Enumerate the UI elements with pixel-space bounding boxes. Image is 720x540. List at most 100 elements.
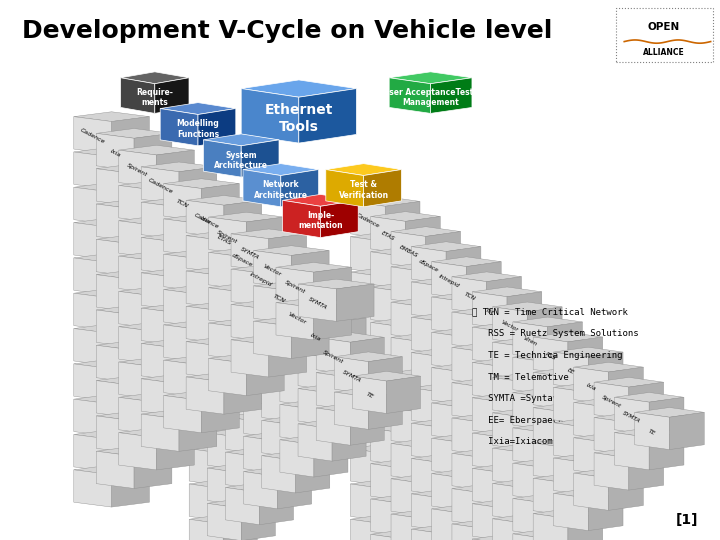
Polygon shape	[243, 361, 312, 370]
Polygon shape	[432, 438, 467, 476]
Bar	[616, 8, 713, 62]
Polygon shape	[411, 458, 446, 496]
Polygon shape	[467, 474, 501, 511]
Polygon shape	[179, 414, 217, 451]
Polygon shape	[452, 342, 521, 352]
Polygon shape	[231, 269, 269, 306]
Polygon shape	[246, 359, 284, 396]
Polygon shape	[316, 373, 350, 410]
Polygon shape	[292, 286, 329, 323]
Polygon shape	[534, 474, 603, 483]
Polygon shape	[74, 359, 150, 369]
Polygon shape	[446, 282, 481, 319]
Polygon shape	[119, 428, 194, 437]
Polygon shape	[241, 80, 356, 97]
Polygon shape	[472, 398, 507, 435]
Polygon shape	[262, 279, 296, 316]
Polygon shape	[472, 393, 542, 403]
Polygon shape	[629, 382, 664, 420]
Polygon shape	[446, 494, 481, 531]
Polygon shape	[134, 133, 172, 171]
Polygon shape	[74, 328, 112, 366]
Polygon shape	[391, 338, 426, 375]
Polygon shape	[207, 393, 275, 402]
Polygon shape	[259, 275, 294, 313]
Polygon shape	[278, 295, 312, 332]
Polygon shape	[119, 292, 156, 329]
Polygon shape	[207, 292, 241, 329]
Polygon shape	[385, 449, 420, 486]
Polygon shape	[426, 373, 461, 410]
Polygon shape	[391, 403, 461, 413]
Polygon shape	[189, 449, 223, 486]
Polygon shape	[209, 252, 246, 289]
Polygon shape	[198, 109, 236, 146]
Polygon shape	[446, 388, 481, 425]
Polygon shape	[163, 355, 239, 365]
Polygon shape	[614, 393, 684, 402]
Polygon shape	[432, 504, 501, 514]
Polygon shape	[351, 479, 420, 489]
Polygon shape	[241, 503, 275, 540]
Polygon shape	[262, 415, 330, 425]
Polygon shape	[351, 515, 420, 524]
Polygon shape	[492, 448, 527, 485]
Polygon shape	[163, 184, 202, 221]
Polygon shape	[513, 317, 582, 327]
Polygon shape	[204, 140, 241, 177]
Polygon shape	[207, 221, 241, 258]
Polygon shape	[614, 433, 649, 470]
Polygon shape	[209, 354, 284, 363]
Polygon shape	[225, 447, 294, 457]
Text: ETAS: ETAS	[216, 234, 233, 246]
Polygon shape	[163, 395, 202, 433]
Polygon shape	[269, 340, 307, 377]
Polygon shape	[231, 305, 269, 342]
Polygon shape	[594, 453, 629, 490]
Polygon shape	[548, 534, 582, 540]
Polygon shape	[141, 414, 179, 451]
Polygon shape	[487, 347, 521, 384]
Polygon shape	[472, 322, 542, 332]
Polygon shape	[141, 268, 217, 278]
Polygon shape	[96, 381, 134, 418]
Polygon shape	[411, 277, 481, 287]
Polygon shape	[411, 423, 446, 461]
Polygon shape	[112, 293, 150, 330]
Polygon shape	[385, 201, 420, 239]
Polygon shape	[207, 433, 241, 470]
Polygon shape	[385, 343, 420, 380]
Polygon shape	[225, 240, 259, 278]
Polygon shape	[431, 78, 472, 113]
Polygon shape	[371, 459, 441, 469]
Text: Ixia: Ixia	[585, 382, 597, 392]
Polygon shape	[316, 403, 384, 413]
Polygon shape	[141, 233, 217, 242]
Polygon shape	[280, 299, 314, 336]
Polygon shape	[189, 272, 223, 309]
Polygon shape	[371, 464, 405, 501]
Polygon shape	[534, 443, 568, 480]
Polygon shape	[96, 133, 134, 171]
Polygon shape	[246, 252, 284, 289]
Polygon shape	[298, 313, 366, 323]
Polygon shape	[554, 489, 623, 498]
Polygon shape	[189, 338, 257, 348]
Polygon shape	[243, 396, 312, 406]
Text: Ixia: Ixia	[309, 333, 321, 342]
Polygon shape	[350, 408, 384, 446]
Polygon shape	[588, 423, 623, 460]
Polygon shape	[141, 238, 179, 275]
Polygon shape	[119, 393, 194, 402]
Polygon shape	[278, 401, 312, 438]
Polygon shape	[351, 373, 420, 383]
Polygon shape	[241, 140, 279, 177]
Text: EE: EE	[567, 368, 575, 376]
Polygon shape	[472, 468, 507, 505]
Polygon shape	[96, 376, 172, 386]
Polygon shape	[96, 305, 172, 315]
Polygon shape	[112, 399, 150, 436]
Polygon shape	[179, 238, 217, 275]
Polygon shape	[96, 345, 134, 382]
Text: SYMTA: SYMTA	[307, 296, 328, 310]
